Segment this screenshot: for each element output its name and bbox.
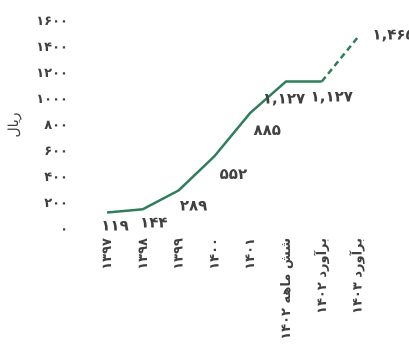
data-label: ۱,۱۲۷ (263, 89, 305, 107)
series-line (106, 36, 359, 214)
data-label: ۲۸۹ (180, 196, 207, 214)
category-label: ۱۴۰۰ (207, 238, 222, 270)
y-tick-label: ۱۶۰۰ (36, 14, 68, 29)
series-line-dashed (320, 36, 359, 83)
y-tick-label: ۲۰۰ (44, 196, 68, 211)
category-label: ۱۳۹۹ (172, 238, 187, 270)
data-label: ۸۸۵ (253, 121, 280, 139)
data-labels: ۱۱۹ ۱۴۴ ۲۸۹ ۵۵۲ ۸۸۵ ۱,۱۲۷ ۱,۱۲۷ ۱,۴۶۵ (101, 26, 409, 235)
category-label: ۱۴۰۱ (243, 238, 258, 270)
y-tick-label: ۱۴۰۰ (36, 40, 68, 55)
category-labels: ۱۳۹۷ ۱۳۹۸ ۱۳۹۹ ۱۴۰۰ ۱۴۰۱ شش ماهه ۱۴۰۲ برآورد ۱… (100, 238, 366, 340)
category-label: ۱۳۹۸ (136, 238, 151, 270)
category-label: برآورد ۱۴۰۲ (313, 238, 330, 314)
data-label: ۱,۱۲۷ (311, 87, 353, 105)
data-label: ۵۵۲ (220, 165, 247, 183)
y-tick-label: ۰ (60, 222, 68, 237)
data-label: ۱,۴۶۵ (372, 26, 409, 44)
y-tick-label: ۴۰۰ (44, 170, 68, 185)
category-label: برآورد ۱۴۰۳ (349, 238, 366, 314)
category-label: شش ماهه ۱۴۰۲ (279, 238, 294, 340)
y-axis-title: ریال (6, 112, 22, 137)
y-tick-label: ۱۲۰۰ (36, 66, 68, 81)
data-label: ۱۴۴ (140, 213, 167, 231)
y-tick-label: ۶۰۰ (44, 144, 68, 159)
data-label: ۱۱۹ (101, 217, 128, 235)
y-tick-labels: ۰ ۲۰۰ ۴۰۰ ۶۰۰ ۸۰۰ ۱۰۰۰ ۱۲۰۰ ۱۴۰۰ ۱۶۰۰ (36, 14, 68, 237)
y-tick-label: ۸۰۰ (44, 118, 68, 133)
category-label: ۱۳۹۷ (100, 238, 115, 270)
y-tick-label: ۱۰۰۰ (36, 92, 68, 107)
